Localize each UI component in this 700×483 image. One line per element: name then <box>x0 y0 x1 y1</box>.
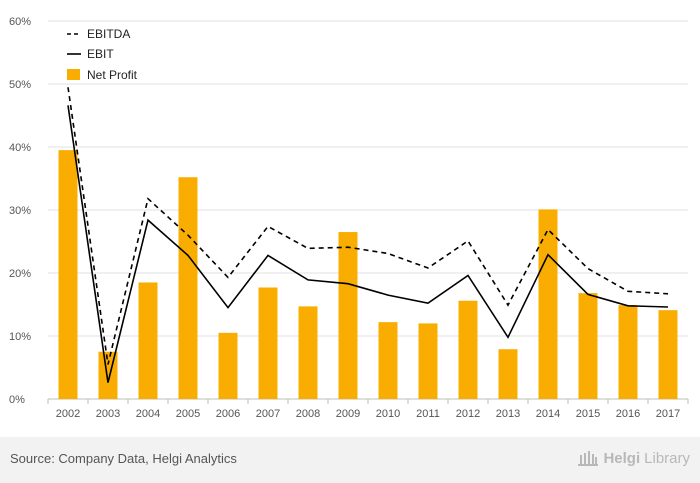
source-note: Source: Company Data, Helgi Analytics <box>10 451 237 466</box>
x-tick-label: 2008 <box>296 408 320 420</box>
x-tick-label: 2013 <box>496 408 520 420</box>
ebitda-line <box>67 87 669 365</box>
x-tick-label: 2009 <box>336 408 360 420</box>
x-tick-label: 2014 <box>536 408 560 420</box>
x-axis-labels: 2002 2003 2004 2005 2006 2007 2008 2009 2010 2011… <box>56 408 680 420</box>
net-profit-bar <box>618 305 638 399</box>
x-tick-label: 2012 <box>456 408 480 420</box>
ebit-line <box>67 105 669 383</box>
x-tick-label: 2004 <box>136 408 160 420</box>
x-tick-label: 2016 <box>616 408 640 420</box>
footer: Source: Company Data, Helgi Analytics He… <box>0 437 700 483</box>
brand-suffix: Library <box>644 449 690 467</box>
net-profit-bar <box>178 177 198 399</box>
net-profit-bar <box>498 349 518 399</box>
y-tick-label: 50% <box>9 79 31 91</box>
legend-net-profit-label: Net Profit <box>87 68 138 82</box>
x-tick-label: 2007 <box>256 408 280 420</box>
x-tick-label: 2005 <box>176 408 200 420</box>
x-tick-label: 2002 <box>56 408 80 420</box>
x-tick-label: 2015 <box>576 408 600 420</box>
net-profit-bar <box>258 287 278 399</box>
legend-net-profit-swatch <box>67 69 80 80</box>
y-tick-label: 10% <box>9 331 31 343</box>
x-tick-label: 2006 <box>216 408 240 420</box>
x-tick-label: 2011 <box>416 408 440 420</box>
y-tick-label: 0% <box>9 394 25 406</box>
net-profit-bar <box>658 310 678 399</box>
net-profit-bar <box>538 209 558 399</box>
y-tick-label: 30% <box>9 205 31 217</box>
legend-ebitda-label: EBITDA <box>87 27 130 41</box>
x-axis-ticks <box>47 399 689 404</box>
net-profit-bar <box>418 323 438 399</box>
net-profit-bar <box>338 232 358 399</box>
net-profit-bar <box>578 293 598 399</box>
y-tick-label: 20% <box>9 268 31 280</box>
legend: EBITDA EBIT Net Profit <box>67 27 138 82</box>
brand-name: Helgi <box>603 449 641 467</box>
x-tick-label: 2017 <box>656 408 680 420</box>
y-tick-label: 40% <box>9 142 31 154</box>
net-profit-bar <box>378 322 398 399</box>
helgi-library-logo: Helgi Library <box>577 449 690 467</box>
chart: 0%10%20%30%40%50%60% 2002 2003 2004 2005 200… <box>9 16 689 420</box>
net-profit-bar <box>138 282 158 399</box>
library-building-icon <box>578 451 599 466</box>
net-profit-bar <box>458 300 478 399</box>
y-axis-labels: 0% 10% 20% 30% 40% 50% 60% <box>9 16 31 406</box>
net-profit-bars <box>58 150 678 399</box>
net-profit-bar <box>218 332 238 399</box>
legend-ebit-label: EBIT <box>87 47 114 61</box>
net-profit-bar <box>298 306 318 399</box>
x-tick-label: 2003 <box>96 408 120 420</box>
y-tick-label: 60% <box>9 16 31 28</box>
x-tick-label: 2010 <box>376 408 400 420</box>
series-lines <box>67 87 669 383</box>
net-profit-bar <box>58 150 78 399</box>
